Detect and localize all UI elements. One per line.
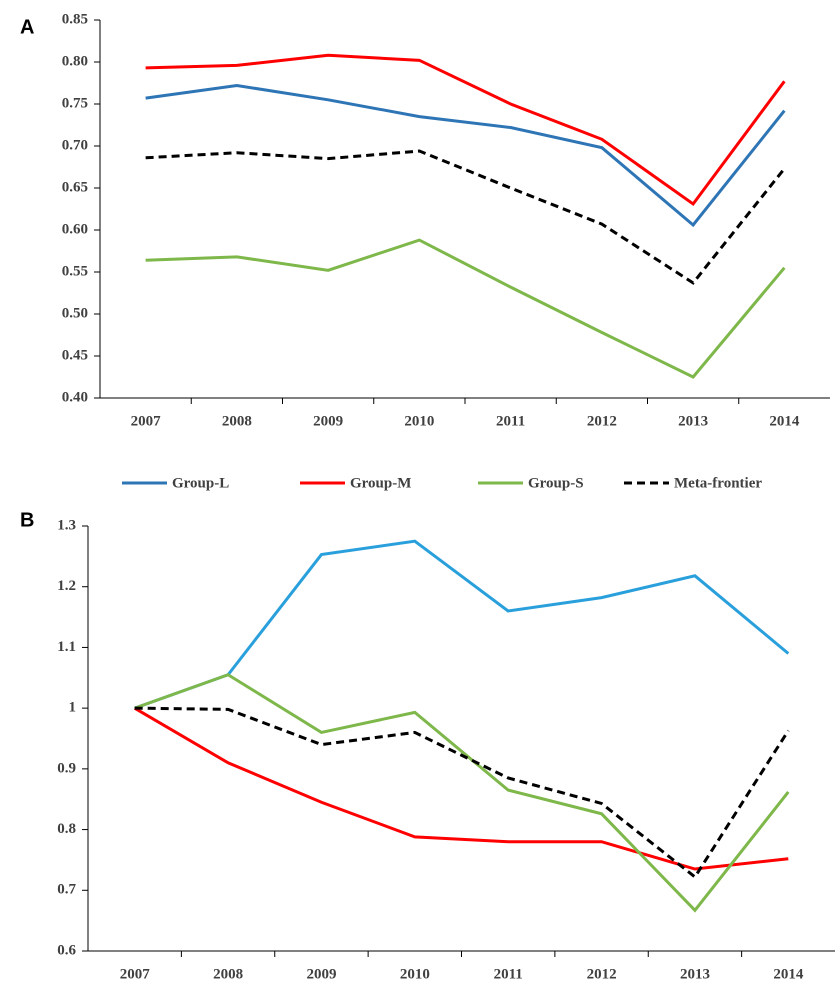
- series-line: [145, 238, 786, 379]
- x-tick-label: 2014: [769, 413, 800, 429]
- series-line: [134, 539, 790, 710]
- x-tick-label: 2009: [306, 966, 336, 982]
- x-tick-label: 2010: [400, 966, 430, 982]
- y-tick-label: 0.8: [57, 821, 76, 837]
- x-tick-label: 2012: [587, 966, 617, 982]
- legend-label: Meta-frontier: [674, 475, 762, 491]
- x-tick-label: 2011: [494, 966, 523, 982]
- x-tick-label: 2014: [773, 966, 804, 982]
- series-line: [133, 706, 789, 871]
- y-tick-label: 1.2: [57, 578, 76, 594]
- series-line: [145, 84, 786, 228]
- x-tick-label: 2008: [213, 966, 243, 982]
- y-tick-label: 1: [69, 700, 77, 716]
- y-tick-label: 0.65: [62, 179, 88, 195]
- y-tick-label: 1.3: [57, 517, 76, 533]
- y-tick-label: 0.45: [62, 347, 88, 363]
- y-tick-label: 0.55: [62, 263, 88, 279]
- y-tick-label: 0.85: [62, 11, 88, 27]
- x-tick-label: 2013: [678, 413, 708, 429]
- x-tick-label: 2009: [313, 413, 343, 429]
- x-tick-label: 2011: [496, 413, 525, 429]
- y-tick-label: 0.7: [57, 882, 76, 898]
- y-tick-label: 0.9: [57, 760, 76, 776]
- panel-label: B: [20, 509, 34, 531]
- y-tick-label: 0.60: [62, 221, 88, 237]
- y-tick-label: 0.40: [62, 389, 88, 405]
- y-tick-label: 0.75: [62, 95, 88, 111]
- x-tick-label: 2010: [404, 413, 434, 429]
- y-tick-label: 0.80: [62, 53, 88, 69]
- legend-label: Group-L: [172, 475, 229, 491]
- x-tick-label: 2013: [680, 966, 710, 982]
- y-tick-label: 0.50: [62, 305, 88, 321]
- x-tick-label: 2007: [131, 413, 162, 429]
- series-line: [134, 673, 790, 913]
- y-tick-label: 0.6: [57, 942, 76, 958]
- x-tick-label: 2008: [222, 413, 252, 429]
- series-line: [134, 706, 790, 880]
- y-tick-label: 0.70: [62, 137, 88, 153]
- legend-label: Group-S: [528, 475, 584, 491]
- panel-label: A: [20, 16, 34, 38]
- x-tick-label: 2012: [587, 413, 617, 429]
- legend-label: Group-M: [350, 475, 411, 491]
- series-line: [145, 149, 786, 285]
- series-line: [145, 53, 786, 207]
- x-tick-label: 2007: [120, 966, 151, 982]
- y-tick-label: 1.1: [57, 639, 76, 655]
